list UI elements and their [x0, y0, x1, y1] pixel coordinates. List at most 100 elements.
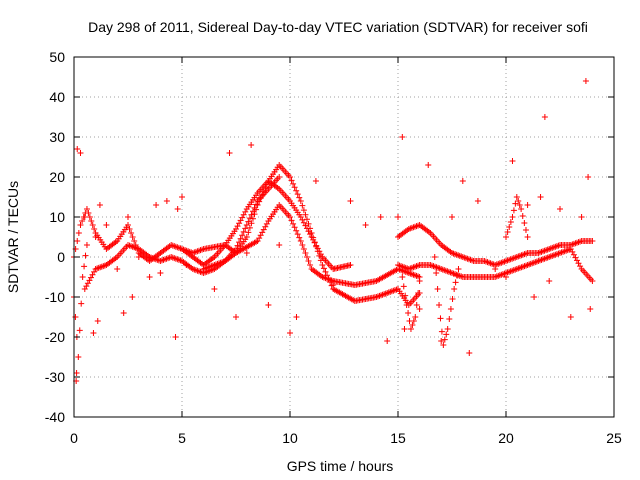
data-point [81, 263, 88, 270]
data-point [299, 202, 306, 209]
x-tick-label: 0 [70, 430, 78, 446]
data-point [513, 194, 520, 200]
outlier-point [474, 198, 481, 204]
y-tick-label: -10 [45, 289, 65, 305]
data-point [437, 315, 444, 322]
data-point [516, 202, 523, 208]
data-point [276, 174, 283, 180]
data-point [88, 218, 95, 224]
outlier-point [585, 174, 592, 180]
data-point [85, 210, 92, 216]
data-point [302, 250, 309, 256]
x-tick-label: 25 [606, 430, 622, 446]
outlier-point [347, 198, 354, 204]
outlier-point [73, 370, 80, 376]
outlier-point [541, 114, 548, 120]
data-point [74, 238, 81, 244]
tick-labels: 0 5 10 15 20 25 -40 -30 -20 -10 0 10 20 30 40 50 [45, 49, 622, 446]
data-point [443, 331, 450, 338]
y-tick-label: 0 [57, 249, 65, 265]
outlier-point [531, 294, 538, 300]
data-point [438, 328, 445, 335]
data-point [240, 228, 247, 235]
data-point [234, 242, 241, 249]
data-point [324, 272, 331, 279]
data-point [296, 194, 303, 201]
x-tick-label: 15 [390, 430, 406, 446]
data-point [249, 208, 256, 215]
outlier-point [587, 306, 594, 312]
data-point [291, 224, 298, 231]
data-point [416, 278, 423, 284]
data-point [405, 310, 412, 316]
outlier-point [248, 142, 255, 148]
data-point [455, 266, 462, 272]
data-point [320, 265, 327, 272]
data-point [75, 230, 82, 236]
data-point [412, 314, 419, 320]
outlier-point [265, 302, 272, 308]
data-point [589, 278, 596, 284]
data-point [293, 227, 300, 234]
outlier-point [96, 202, 103, 208]
y-tick-label: -30 [45, 369, 65, 385]
data-point [436, 302, 443, 308]
outlier-point [578, 214, 585, 220]
outlier-point [449, 214, 455, 220]
data-point [409, 322, 416, 328]
data-point [288, 217, 295, 224]
outlier-point [125, 214, 131, 220]
data-point [507, 219, 514, 225]
data-point [79, 274, 86, 280]
data-point [249, 215, 256, 222]
outlier-point [135, 254, 142, 260]
data-point [293, 187, 300, 194]
data-point [327, 279, 334, 286]
outlier-point [153, 202, 160, 208]
outlier-point [129, 294, 136, 300]
data-point [239, 232, 246, 239]
data-point [434, 286, 441, 292]
data-points [71, 78, 596, 384]
data-point [325, 275, 332, 282]
data-point [454, 272, 461, 279]
outlier-point [546, 278, 553, 284]
outlier-point [77, 150, 84, 156]
data-point [72, 314, 79, 320]
outlier-point [226, 150, 233, 156]
data-point [299, 242, 306, 248]
data-point [294, 231, 301, 238]
x-tick-label: 20 [498, 430, 514, 446]
data-point [248, 211, 255, 218]
outlier-point [524, 202, 531, 208]
data-point [248, 220, 255, 227]
data-point [407, 326, 414, 332]
axis-ticks [73, 56, 615, 418]
data-point [399, 274, 406, 280]
data-point [446, 316, 453, 322]
data-point [294, 191, 301, 198]
data-point [322, 268, 329, 275]
data-point [83, 206, 90, 212]
data-point [589, 238, 596, 244]
outlier-point [466, 350, 473, 356]
data-point [287, 214, 293, 220]
data-point [319, 262, 326, 268]
outlier-point [293, 314, 300, 320]
data-point [415, 290, 422, 296]
data-point [449, 296, 456, 302]
data-point [305, 258, 312, 264]
data-point [433, 270, 440, 276]
data-point [246, 224, 253, 231]
data-point [287, 174, 293, 180]
data-point [400, 283, 407, 290]
data-point [440, 342, 447, 348]
data-point [125, 222, 131, 228]
data-point [413, 302, 420, 308]
data-point [288, 177, 295, 184]
data-point [77, 222, 84, 228]
y-axis-label: SDTVAR / TECUs [5, 181, 21, 293]
outlier-point [92, 234, 99, 240]
y-tick-label: 20 [49, 169, 65, 185]
outlier-point [438, 338, 445, 344]
